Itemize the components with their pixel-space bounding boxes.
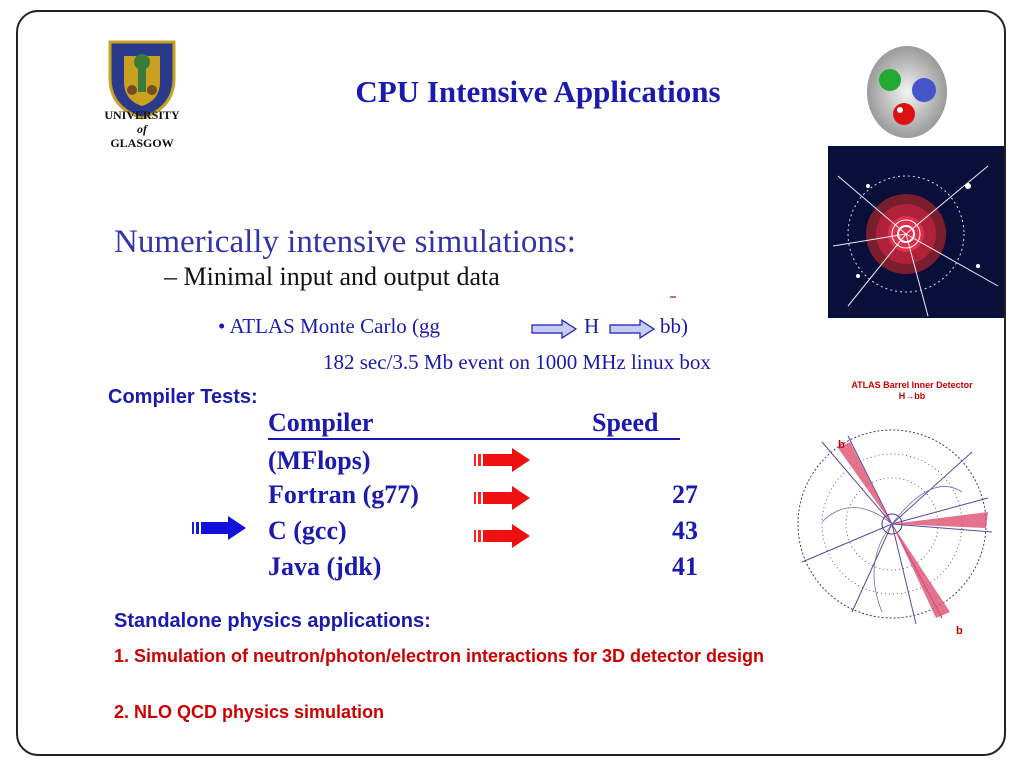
subpoint-text: Minimal input and output data xyxy=(183,262,500,291)
logo-line-university: UNIVERSITY xyxy=(104,108,180,122)
compiler-tests-heading: Compiler Tests: xyxy=(108,386,258,408)
arrow-right-icon xyxy=(609,318,656,340)
event-display-image xyxy=(828,146,1004,318)
table-row-name: Java (jdk) xyxy=(268,552,382,581)
standalone-heading: Standalone physics applications: xyxy=(114,610,431,632)
table-row-name: Fortran (g77) xyxy=(268,480,419,509)
label-b-bottom: b xyxy=(956,625,963,637)
slide-title: CPU Intensive Applications xyxy=(355,74,721,109)
bullet-dot: • xyxy=(218,314,230,338)
table-row-speed: 41 xyxy=(672,552,698,581)
dash-marker: – xyxy=(164,262,184,291)
col-compiler: Compiler xyxy=(268,408,374,437)
bullet-atlas: • ATLAS Monte Carlo (gg xyxy=(218,314,440,339)
logo-line-glasgow: GLASGOW xyxy=(110,136,174,150)
bar-accent xyxy=(670,296,676,298)
event-time-line: 182 sec/3.5 Mb event on 1000 MHz linux b… xyxy=(323,350,711,374)
table-unit: (MFlops) xyxy=(268,446,371,475)
detector-label-line1: ATLAS Barrel Inner Detector xyxy=(851,380,973,390)
slide-frame: UNIVERSITY of GLASGOW CPU Intensive Appl… xyxy=(16,10,1006,756)
list-item: 2. NLO QCD physics simulation xyxy=(114,702,385,722)
detector-diagram-image: b b xyxy=(797,429,993,637)
particles-logo-icon xyxy=(867,46,947,138)
table-row-name: C (gcc) xyxy=(268,516,347,545)
table-row-speed: 43 xyxy=(672,516,698,545)
label-b-top: b xyxy=(838,439,845,451)
arrow-right-icon xyxy=(531,318,578,340)
section-heading: Numerically intensive simulations: xyxy=(114,224,576,260)
detector-label-line2: H→bb xyxy=(898,391,926,401)
blue-arrow-icon xyxy=(192,516,246,540)
red-arrow-icon xyxy=(474,448,530,472)
logo-line-of: of xyxy=(137,122,147,136)
bullet-text-prefix: ATLAS Monte Carlo (gg xyxy=(229,314,441,338)
red-arrow-icon xyxy=(474,486,530,510)
table-header: Compiler Speed xyxy=(268,408,680,440)
detector-label: ATLAS Barrel Inner Detector H→bb xyxy=(844,380,980,402)
table-row-speed: 27 xyxy=(672,480,698,509)
bullet-text-bb: bb) xyxy=(660,314,688,338)
subpoint: – Minimal input and output data xyxy=(164,262,500,292)
col-speed: Speed xyxy=(592,408,659,437)
bullet-text-h: H xyxy=(584,314,600,338)
list-item: 1. Simulation of neutron/photon/electron… xyxy=(114,646,765,666)
red-arrow-icon xyxy=(474,524,530,548)
university-crest-icon xyxy=(108,40,176,120)
